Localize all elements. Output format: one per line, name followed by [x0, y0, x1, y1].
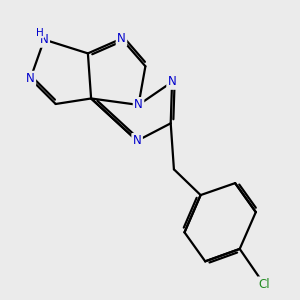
Text: N: N: [168, 75, 176, 88]
Text: H: H: [36, 28, 43, 38]
Text: N: N: [40, 33, 49, 46]
Text: N: N: [134, 98, 143, 111]
Text: N: N: [133, 134, 142, 147]
Text: N: N: [117, 32, 126, 45]
Text: N: N: [26, 72, 35, 85]
Text: N: N: [40, 33, 49, 46]
Text: Cl: Cl: [258, 278, 270, 291]
